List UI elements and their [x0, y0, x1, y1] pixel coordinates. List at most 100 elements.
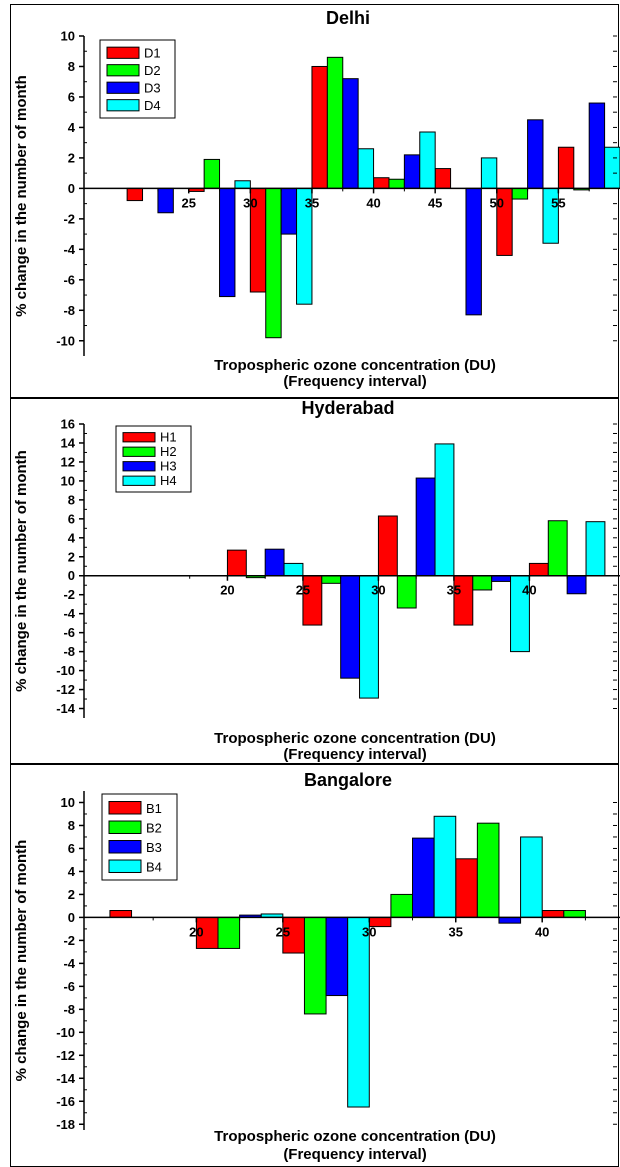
legend-swatch-d3 — [106, 81, 140, 94]
y-tick-label: -8 — [63, 1002, 75, 1017]
legend-swatch-h4 — [122, 475, 156, 486]
y-tick-label: 8 — [68, 59, 75, 74]
y-tick-label: 4 — [68, 120, 76, 135]
x-tick-label: 35 — [449, 924, 463, 939]
x-tick-label: 30 — [371, 583, 385, 598]
bar-h4-20 — [283, 562, 304, 577]
bar-d3-55 — [588, 102, 606, 189]
y-tick-label: -2 — [63, 587, 75, 602]
y-tick-label: 14 — [61, 435, 76, 450]
x-tick-label: 40 — [366, 195, 380, 210]
bar-h2-35 — [472, 575, 493, 591]
legend-label-h4: H4 — [160, 473, 177, 488]
y-tick-label: -14 — [56, 701, 76, 716]
bar-d3-50 — [527, 119, 544, 189]
bar-d4-35 — [357, 148, 375, 189]
bar-d1-40 — [373, 177, 390, 189]
x-tick-label: 40 — [522, 583, 536, 598]
bar-h3-40 — [566, 575, 587, 595]
y-tick-label: -8 — [63, 303, 75, 318]
y-tick-label: -12 — [56, 682, 75, 697]
y-tick-label: 10 — [61, 473, 75, 488]
bar-h1-30 — [377, 515, 398, 577]
y-tick-label: -10 — [56, 333, 75, 348]
bar-d3-45 — [465, 187, 482, 316]
legend-swatch-b2 — [108, 820, 142, 834]
y-tick-label: 4 — [68, 530, 76, 545]
y-tick-label: -6 — [63, 979, 75, 994]
x-tick-label: 30 — [243, 195, 257, 210]
y-tick-label: 2 — [68, 549, 75, 564]
x-axis-label: Tropospheric ozone concentration (DU) — [214, 1128, 496, 1145]
bar-b4-25 — [347, 916, 370, 1108]
bar-d4-45 — [480, 157, 498, 189]
y-tick-label: 2 — [68, 150, 75, 165]
chart-title: Bangalore — [304, 770, 392, 790]
legend-swatch-h3 — [122, 461, 156, 472]
legend-swatch-b1 — [108, 801, 142, 815]
legend-label-h2: H2 — [160, 444, 177, 459]
panel-frame — [10, 4, 619, 398]
x-axis-sublabel: (Frequency interval) — [283, 746, 426, 763]
x-tick-label: 45 — [428, 195, 442, 210]
bar-d2-25 — [203, 158, 221, 189]
bar-b1-40 — [541, 910, 565, 918]
legend-label-b3: B3 — [146, 840, 162, 855]
legend-swatch-d4 — [106, 99, 140, 112]
x-tick-label: 20 — [220, 583, 234, 598]
bar-b1-15 — [109, 910, 133, 918]
y-tick-label: 10 — [61, 795, 75, 810]
x-axis-sublabel: (Frequency interval) — [283, 1146, 426, 1163]
y-tick-label: -10 — [56, 1025, 75, 1040]
bar-b2-20 — [217, 916, 241, 949]
panel-bangalore: -18 -16 -14 -12 -10 -8 -6 -4 -2 0 2 4 6 8 10 20 25 30 35 40… — [10, 764, 620, 1167]
bar-d3-35 — [342, 78, 359, 189]
bar-h4-40 — [585, 521, 606, 577]
bar-b4-35 — [520, 836, 543, 918]
bar-d1-45 — [434, 168, 452, 189]
bar-d3-25 — [219, 187, 236, 298]
bar-d3-30 — [280, 187, 298, 235]
x-tick-label: 25 — [182, 195, 196, 210]
bar-b3-35 — [498, 916, 522, 924]
legend-label-d4: D4 — [144, 98, 161, 113]
panel-delhi: -10 -8 -6 -4 -2 0 2 4 6 8 10 25 30 35 40 45 50 55 Delhi Tro… — [10, 4, 620, 398]
y-tick-label: 4 — [68, 864, 76, 879]
bar-d2-35 — [326, 56, 344, 189]
y-tick-label: 2 — [68, 887, 75, 902]
y-tick-label: -2 — [63, 933, 75, 948]
y-tick-label: -12 — [56, 1048, 75, 1063]
y-tick-label: 6 — [68, 89, 75, 104]
legend-label-d3: D3 — [144, 81, 161, 96]
x-tick-label: 35 — [305, 195, 319, 210]
x-axis-label: Tropospheric ozone concentration (DU) — [214, 730, 496, 747]
bar-d1-35 — [311, 65, 328, 189]
bar-b3-25 — [325, 916, 349, 997]
y-tick-label: -8 — [63, 644, 75, 659]
bar-d4-25 — [234, 180, 251, 189]
y-tick-label: -4 — [63, 242, 75, 257]
y-tick-label: 0 — [68, 568, 75, 583]
bar-b2-30 — [390, 893, 414, 918]
chart-title: Hyderabad — [301, 398, 394, 418]
y-tick-label: 10 — [61, 29, 75, 44]
bar-d4-55 — [604, 146, 620, 189]
legend-label-h1: H1 — [160, 429, 177, 444]
legend-swatch-h2 — [122, 446, 156, 457]
y-tick-label: 8 — [68, 492, 75, 507]
x-axis-label: Tropospheric ozone concentration (DU) — [214, 357, 496, 374]
legend-label-b4: B4 — [146, 860, 162, 875]
y-tick-label: -10 — [56, 663, 75, 678]
x-tick-label: 25 — [276, 924, 290, 939]
legend-label-b1: B1 — [146, 801, 162, 816]
legend-swatch-d2 — [106, 64, 140, 77]
y-tick-label: 6 — [68, 841, 75, 856]
panel-hyderabad: -14 -12 -10 -8 -6 -4 -2 0 2 4 6 8 10 12 14 16 20 25 30 35 40… — [10, 398, 620, 764]
legend-swatch-b4 — [108, 859, 142, 873]
y-tick-label: 0 — [68, 181, 75, 196]
bar-h3-35 — [491, 575, 512, 582]
y-axis-label: % change in the number of month — [13, 840, 30, 1082]
y-tick-label: -6 — [63, 625, 75, 640]
chart-title: Delhi — [326, 8, 370, 28]
bar-d3-40 — [403, 154, 421, 189]
